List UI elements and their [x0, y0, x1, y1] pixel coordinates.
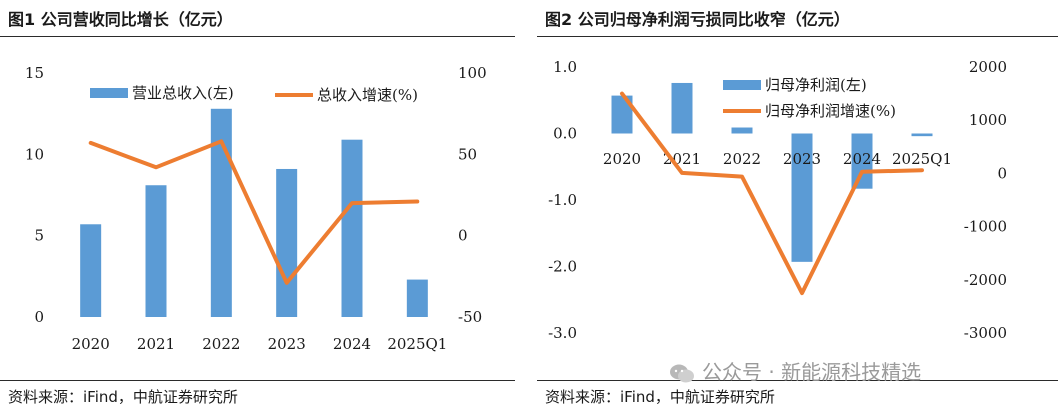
bar-2021 — [145, 185, 167, 317]
y-right-tick-label: -50 — [458, 308, 482, 326]
watermark-text: 公众号 · 新能源科技精选 — [702, 360, 922, 384]
legend-bar-label: 归母净利润(左) — [765, 76, 867, 94]
bar-2022 — [210, 108, 232, 317]
y-right-tick-label: -3000 — [964, 324, 1007, 342]
y-left-tick-label: 10 — [25, 145, 44, 163]
legend-bar-swatch — [723, 80, 761, 90]
figure-2-source: 资料来源：iFind，中航证券研究所 — [545, 388, 775, 406]
growth-line — [88, 139, 420, 285]
x-tick-label: 2022 — [723, 150, 761, 168]
growth-line — [620, 91, 924, 296]
y-right-tick-label: -1000 — [964, 218, 1007, 236]
watermark: 公众号 · 新能源科技精选 — [668, 356, 921, 385]
x-tick-label: 2023 — [268, 335, 306, 353]
bar-2024 — [341, 139, 363, 317]
y-left-tick-label: -2.0 — [548, 258, 577, 276]
bar-2023 — [276, 168, 298, 317]
x-tick-label: 2024 — [333, 335, 371, 353]
x-tick-label: 2020 — [603, 150, 641, 168]
x-tick-label: 2021 — [137, 335, 175, 353]
figure-2-bottom-rule — [537, 380, 1058, 381]
y-left-tick-label: 0 — [34, 308, 44, 326]
y-right-tick-label: 0 — [997, 164, 1007, 182]
y-left-tick-label: -3.0 — [548, 324, 577, 342]
legend-bar-label: 营业总收入(左) — [132, 84, 234, 102]
y-left-tick-label: -1.0 — [548, 191, 577, 209]
y-left-tick-label: 0.0 — [553, 125, 577, 143]
figure-1-source: 资料来源：iFind，中航证券研究所 — [8, 388, 238, 406]
bar-2020 — [80, 224, 102, 317]
bar-2025Q1 — [911, 133, 933, 137]
y-right-tick-label: 100 — [458, 64, 487, 82]
y-right-tick-label: 0 — [458, 227, 468, 245]
revenue-chart: 0 5 10 15 -50 0 50 100 2020 2021 2022 2023 2024 2025Q… — [25, 64, 487, 353]
x-tick-label: 2020 — [72, 335, 110, 353]
x-tick-label: 2024 — [843, 150, 881, 168]
figure-1-panel: 图1 公司营收同比增长（亿元） 0 5 10 15 -50 0 50 100 2020 2021 2… — [0, 0, 515, 416]
figure-2-title: 图2 公司归母净利润亏损同比收窄（亿元） — [545, 10, 850, 29]
bar-2021 — [671, 82, 693, 134]
wechat-icon — [670, 364, 694, 382]
x-tick-label: 2023 — [783, 150, 821, 168]
figure-1-bottom-rule — [0, 380, 515, 381]
y-left-tick-label: 15 — [25, 64, 44, 82]
x-tick-label: 2022 — [202, 335, 240, 353]
legend-line-label: 归母净利润增速(%) — [765, 102, 896, 120]
bar-2025Q1 — [406, 279, 428, 317]
y-left-tick-label: 1.0 — [553, 58, 577, 76]
y-right-tick-label: 2000 — [969, 58, 1007, 76]
legend-line-label: 总收入增速(%) — [317, 86, 418, 104]
x-tick-label: 2025Q1 — [387, 335, 447, 353]
figure-2-panel: 图2 公司归母净利润亏损同比收窄（亿元） 1.0 0.0 -1.0 -2.0 -3.0 2… — [537, 0, 1058, 416]
figure-1-title: 图1 公司营收同比增长（亿元） — [8, 10, 233, 29]
bar-2022 — [731, 127, 753, 134]
bar-2024 — [851, 133, 873, 189]
x-tick-label: 2025Q1 — [892, 150, 952, 168]
figure-1-top-rule — [0, 36, 515, 37]
y-right-tick-label: -2000 — [964, 271, 1007, 289]
y-right-tick-label: 50 — [458, 145, 477, 163]
figure-2-top-rule — [537, 36, 1058, 37]
bar-2023 — [791, 133, 813, 262]
y-left-tick-label: 5 — [34, 227, 44, 245]
legend-bar-swatch — [90, 88, 128, 98]
net-profit-chart: 1.0 0.0 -1.0 -2.0 -3.0 2000 1000 0 -1000 -2000 -30… — [548, 58, 1007, 342]
bar-2020 — [611, 95, 633, 134]
y-right-tick-label: 1000 — [969, 111, 1007, 129]
